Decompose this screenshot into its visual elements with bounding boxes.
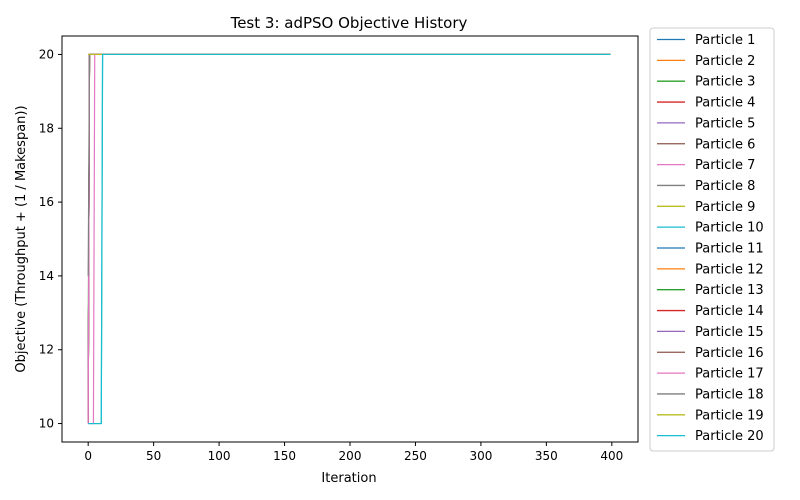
legend-label-particle-16: Particle 16 — [695, 346, 764, 361]
legend-label-particle-18: Particle 18 — [695, 387, 764, 402]
series-line-particle-14 — [87, 53, 611, 424]
y-tick-label: 14 — [39, 269, 54, 283]
series-line-particle-1 — [87, 53, 611, 424]
legend-label-particle-14: Particle 14 — [695, 304, 764, 319]
legend-label-particle-11: Particle 11 — [695, 242, 764, 257]
x-tick-label: 400 — [600, 449, 623, 463]
legend-label-particle-20: Particle 20 — [695, 429, 764, 444]
series-line-particle-13 — [87, 53, 611, 350]
legend-label-particle-19: Particle 19 — [695, 408, 764, 423]
legend-label-particle-4: Particle 4 — [695, 96, 755, 111]
legend-label-particle-9: Particle 9 — [695, 200, 755, 215]
legend-label-particle-10: Particle 10 — [695, 221, 764, 236]
series-line-particle-5 — [87, 53, 611, 424]
legend-label-particle-5: Particle 5 — [695, 116, 755, 131]
legend-label-particle-3: Particle 3 — [695, 75, 755, 90]
x-tick-label: 50 — [146, 449, 161, 463]
series-line-particle-9 — [87, 53, 611, 424]
legend-label-particle-7: Particle 7 — [695, 158, 755, 173]
series-line-particle-18 — [87, 53, 611, 276]
x-tick-label: 100 — [208, 449, 231, 463]
y-axis-ticks: 10 12 14 16 18 20 — [39, 47, 62, 431]
series-line-particle-7 — [88, 53, 611, 425]
series-line-particle-10 — [88, 53, 611, 425]
legend-label-particle-13: Particle 13 — [695, 283, 764, 298]
x-axis-label: Iteration — [321, 471, 376, 486]
y-axis-label: Objective (Throughput + (1 / Makespan)) — [14, 105, 29, 372]
x-tick-label: 200 — [339, 449, 362, 463]
legend-label-particle-17: Particle 17 — [695, 367, 764, 382]
legend-label-particle-12: Particle 12 — [695, 262, 764, 277]
series-line-particle-17 — [87, 53, 611, 424]
series-line-particle-2 — [87, 53, 611, 424]
y-tick-label: 16 — [39, 195, 54, 209]
x-tick-label: 350 — [535, 449, 558, 463]
y-tick-label: 18 — [39, 121, 54, 135]
legend: Particle 1 Particle 2 Particle 3 Particle 4… — [649, 27, 775, 452]
series-line-particle-8 — [87, 53, 611, 424]
series-line-particle-16 — [87, 53, 611, 424]
y-tick-label: 10 — [39, 417, 54, 431]
series-line-particle-15 — [87, 53, 611, 424]
series-line-particle-3 — [87, 53, 611, 424]
series-line-particle-4 — [87, 53, 611, 424]
series-line-particle-11 — [87, 53, 611, 424]
y-tick-label: 12 — [39, 343, 54, 357]
series-layer — [87, 53, 611, 425]
legend-label-particle-6: Particle 6 — [695, 137, 755, 152]
legend-label-particle-8: Particle 8 — [695, 179, 755, 194]
chart-title: Test 3: adPSO Objective History — [230, 14, 468, 32]
plot-frame — [61, 35, 639, 443]
x-tick-label: 0 — [84, 449, 92, 463]
legend-frame — [649, 27, 775, 452]
legend-label-particle-2: Particle 2 — [695, 54, 755, 69]
x-tick-label: 300 — [469, 449, 492, 463]
legend-label-particle-1: Particle 1 — [695, 33, 755, 48]
x-tick-label: 250 — [404, 449, 427, 463]
series-line-particle-20 — [88, 53, 611, 425]
x-axis-ticks: 0 50 100 150 200 250 300 350 400 — [84, 442, 623, 463]
series-line-particle-6 — [87, 53, 611, 424]
legend-label-particle-15: Particle 15 — [695, 325, 764, 340]
y-tick-label: 20 — [39, 47, 54, 61]
x-tick-label: 150 — [273, 449, 296, 463]
